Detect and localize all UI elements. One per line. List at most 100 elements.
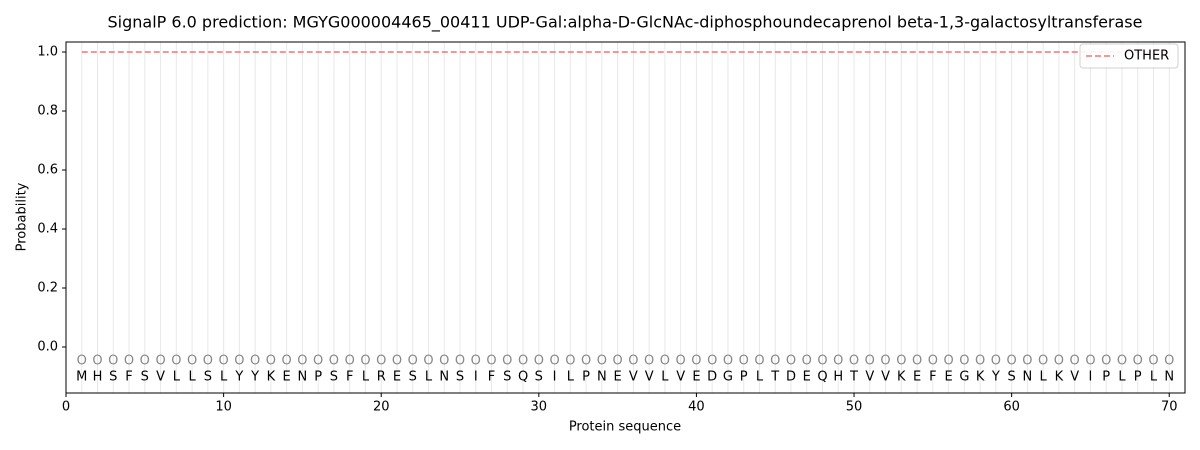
position-label: O xyxy=(817,353,827,368)
position-label: O xyxy=(912,353,922,368)
residue-label: P xyxy=(1102,369,1110,384)
position-label: O xyxy=(991,353,1001,368)
position-label: O xyxy=(92,353,102,368)
position-label: O xyxy=(124,353,134,368)
residue-label: K xyxy=(267,369,276,384)
position-label: O xyxy=(1038,353,1048,368)
residue-label: Y xyxy=(234,369,243,384)
residue-label: I xyxy=(1089,369,1093,384)
residue-label: Q xyxy=(817,369,827,384)
residue-label: S xyxy=(204,369,212,384)
residue-label: V xyxy=(156,369,165,384)
y-tick-label: 0.8 xyxy=(37,104,58,119)
residue-label: G xyxy=(959,369,969,384)
position-label: O xyxy=(849,353,859,368)
position-label: O xyxy=(534,353,544,368)
residue-label: H xyxy=(833,369,843,384)
position-label: O xyxy=(754,353,764,368)
position-label: O xyxy=(959,353,969,368)
position-label: O xyxy=(1085,353,1095,368)
chart-title: SignalP 6.0 prediction: MGYG000004465_00… xyxy=(108,13,1143,33)
residue-label: N xyxy=(439,369,449,384)
position-label: O xyxy=(802,353,812,368)
position-label: O xyxy=(581,353,591,368)
residue-label: V xyxy=(629,369,638,384)
position-label: O xyxy=(439,353,449,368)
residue-label: H xyxy=(93,369,103,384)
position-label: O xyxy=(313,353,323,368)
plot-frame xyxy=(65,41,1186,394)
y-tick-label: 1.0 xyxy=(37,45,58,60)
residue-label: N xyxy=(1023,369,1033,384)
residue-label: G xyxy=(723,369,733,384)
position-label: O xyxy=(786,353,796,368)
residue-label: E xyxy=(283,369,291,384)
residue-label: L xyxy=(425,369,433,384)
y-tick-label: 0.2 xyxy=(37,280,58,295)
position-label: O xyxy=(297,353,307,368)
position-label: O xyxy=(518,353,528,368)
y-axis-label: Probability xyxy=(15,182,30,251)
position-label: O xyxy=(975,353,985,368)
position-label: O xyxy=(329,353,339,368)
residue-label: L xyxy=(567,369,575,384)
residue-label: S xyxy=(330,369,338,384)
position-label: O xyxy=(1070,353,1080,368)
residue-label: E xyxy=(803,369,811,384)
residue-label: T xyxy=(849,369,858,384)
residue-label: T xyxy=(770,369,779,384)
position-label: O xyxy=(597,353,607,368)
position-label: O xyxy=(455,353,465,368)
position-label: O xyxy=(739,353,749,368)
residue-label: I xyxy=(553,369,557,384)
x-tick-label: 50 xyxy=(846,400,863,415)
residue-label: D xyxy=(786,369,796,384)
residue-label: E xyxy=(393,369,401,384)
residue-label: E xyxy=(692,369,700,384)
residue-label: D xyxy=(707,369,717,384)
position-label: O xyxy=(865,353,875,368)
position-label: O xyxy=(565,353,575,368)
position-label: O xyxy=(250,353,260,368)
residue-label: S xyxy=(503,369,511,384)
residue-label: E xyxy=(614,369,622,384)
residue-label: F xyxy=(125,369,132,384)
y-tick-label: 0.0 xyxy=(37,339,58,354)
y-tick-label: 0.4 xyxy=(37,222,58,237)
position-label: O xyxy=(660,353,670,368)
position-label: O xyxy=(502,353,512,368)
position-label: O xyxy=(676,353,686,368)
position-label: O xyxy=(408,353,418,368)
x-axis-label: Protein sequence xyxy=(569,420,681,435)
position-label: O xyxy=(1164,353,1174,368)
position-label: O xyxy=(376,353,386,368)
residue-label: K xyxy=(1055,369,1064,384)
position-label: O xyxy=(140,353,150,368)
residue-label: V xyxy=(865,369,874,384)
position-label: O xyxy=(360,353,370,368)
position-label: O xyxy=(234,353,244,368)
x-tick-label: 40 xyxy=(688,400,705,415)
residue-label: E xyxy=(944,369,952,384)
residue-label: E xyxy=(913,369,921,384)
x-tick-label: 0 xyxy=(62,400,70,415)
position-label: O xyxy=(928,353,938,368)
residue-label: S xyxy=(141,369,149,384)
residue-label: M xyxy=(76,369,87,384)
residue-label: K xyxy=(897,369,906,384)
residue-label: N xyxy=(1164,369,1174,384)
position-label: O xyxy=(943,353,953,368)
position-label: O xyxy=(345,353,355,368)
position-label: O xyxy=(1101,353,1111,368)
residue-label: L xyxy=(220,369,228,384)
position-label: O xyxy=(628,353,638,368)
x-tick-label: 10 xyxy=(215,400,232,415)
position-label: O xyxy=(171,353,181,368)
position-label: O xyxy=(108,353,118,368)
x-tick-label: 60 xyxy=(1003,400,1020,415)
position-label: O xyxy=(613,353,623,368)
position-label: O xyxy=(896,353,906,368)
position-label: O xyxy=(155,353,165,368)
position-label: O xyxy=(486,353,496,368)
